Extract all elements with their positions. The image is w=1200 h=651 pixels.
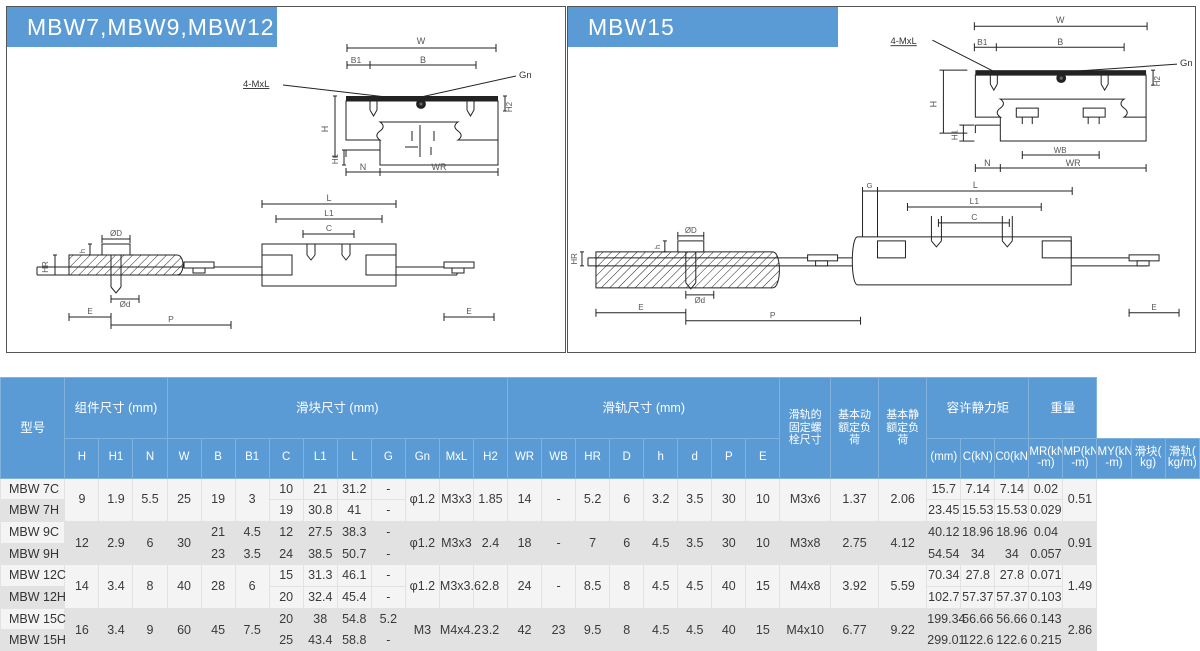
svg-text:h: h [78, 249, 87, 253]
svg-text:B: B [1057, 37, 1063, 47]
svg-text:P: P [770, 310, 776, 320]
svg-text:P: P [168, 314, 174, 324]
svg-text:4-MxL: 4-MxL [243, 79, 269, 90]
svg-text:L1: L1 [324, 208, 334, 218]
svg-text:E: E [1151, 303, 1156, 312]
svg-text:C: C [971, 212, 977, 222]
svg-text:B1: B1 [351, 55, 362, 65]
svg-text:E: E [87, 307, 92, 316]
svg-text:L: L [326, 193, 331, 203]
svg-text:HR: HR [570, 253, 579, 265]
svg-text:E: E [466, 307, 471, 316]
svg-text:E: E [638, 303, 643, 312]
svg-text:H: H [928, 101, 938, 107]
svg-text:W: W [417, 36, 426, 46]
svg-text:HR: HR [41, 261, 50, 273]
svg-text:B1: B1 [977, 37, 988, 47]
svg-text:WB: WB [1054, 146, 1067, 155]
svg-text:B: B [420, 55, 426, 65]
svg-text:4-MxL: 4-MxL [890, 36, 916, 47]
svg-text:H1: H1 [331, 153, 340, 164]
svg-text:N: N [984, 158, 990, 168]
svg-text:H2: H2 [505, 101, 514, 112]
svg-text:ØD: ØD [685, 226, 697, 235]
svg-text:L: L [973, 180, 978, 190]
svg-text:H1: H1 [950, 129, 959, 140]
svg-text:ØD: ØD [110, 229, 122, 238]
svg-text:WR: WR [432, 162, 447, 172]
svg-text:WR: WR [1066, 158, 1081, 168]
svg-text:H: H [320, 126, 330, 133]
svg-text:Ød: Ød [120, 300, 131, 309]
svg-text:W: W [1056, 15, 1065, 25]
svg-text:Gn: Gn [519, 70, 532, 81]
svg-text:N: N [360, 162, 367, 172]
svg-text:Ød: Ød [694, 296, 705, 305]
svg-text:G: G [867, 181, 873, 190]
svg-text:L1: L1 [970, 196, 980, 206]
svg-text:h: h [653, 245, 662, 249]
svg-text:Gn: Gn [1180, 58, 1193, 69]
svg-text:C: C [326, 223, 332, 233]
svg-text:H2: H2 [1153, 75, 1162, 86]
